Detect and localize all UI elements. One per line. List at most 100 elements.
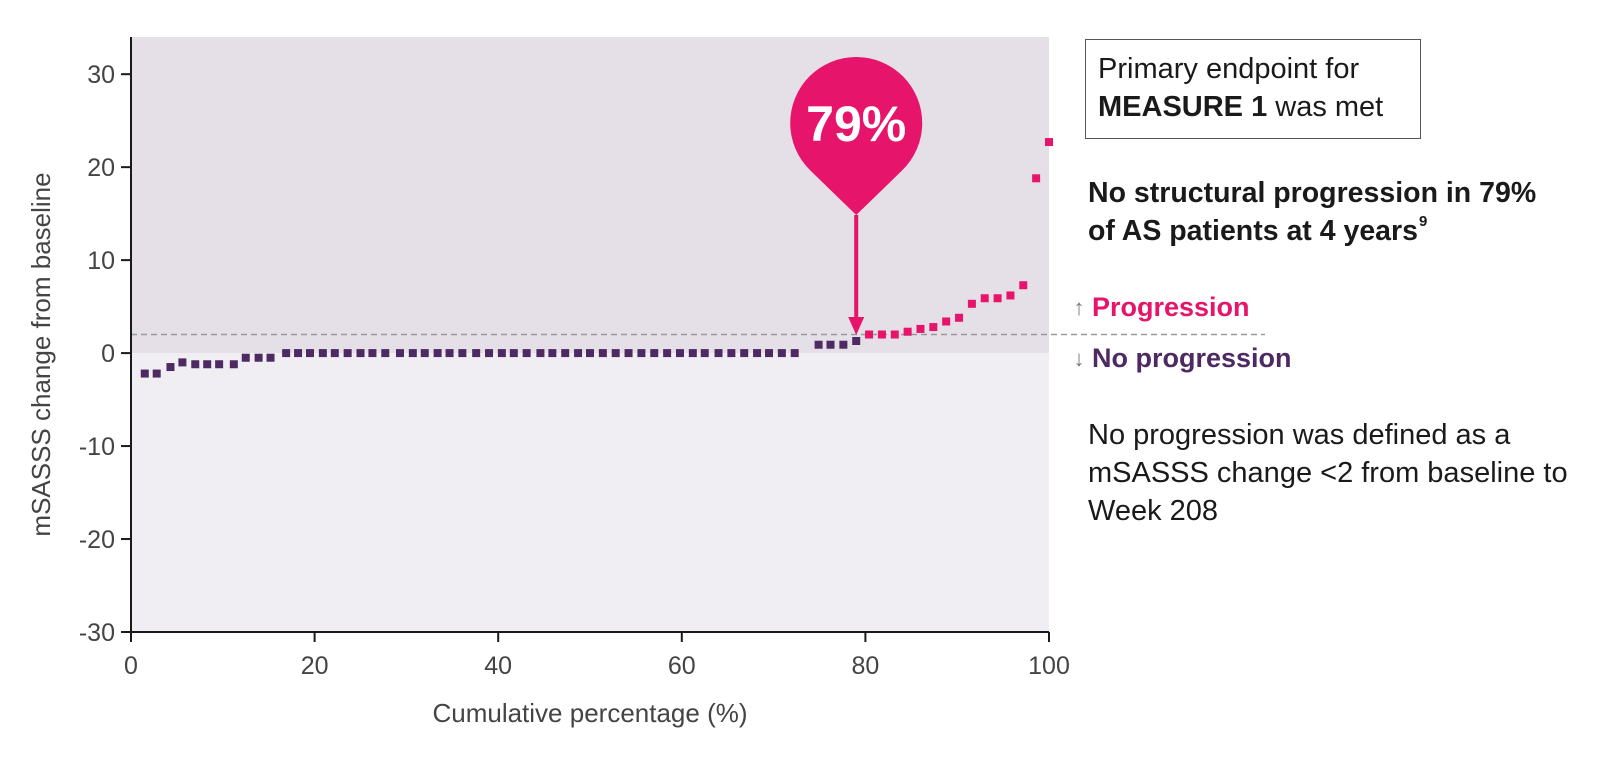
y-tick-label: 30 [87,61,115,89]
x-tick-label: 20 [301,652,329,680]
x-tick-label: 40 [484,652,512,680]
marker-progression [877,330,886,339]
marker-no-progression [561,349,570,358]
marker-no-progression [433,349,442,358]
y-axis-label: mSASSS change from baseline [26,172,56,536]
y-tick-label: 0 [101,340,115,368]
marker-no-progression [765,349,774,358]
percentage-callout-pin: 79% [790,57,923,336]
endpoint-line-1: Primary endpoint for [1098,53,1360,85]
endpoint-line-2: MEASURE 1 was met [1098,88,1408,126]
marker-no-progression [852,337,861,346]
marker-no-progression [166,363,175,372]
marker-progression [942,317,951,326]
marker-no-progression [203,360,212,369]
definition-text: No progression was defined as a mSASSS c… [1088,419,1568,527]
marker-progression [1045,138,1053,147]
marker-no-progression [675,349,684,358]
marker-no-progression [740,349,749,358]
endpoint-status: was met [1267,91,1384,123]
marker-progression [967,299,976,308]
marker-progression [903,327,912,336]
marker-no-progression [586,349,594,358]
marker-progression [993,294,1002,303]
marker-no-progression [637,349,646,358]
marker-progression [916,324,925,333]
marker-no-progression [178,358,187,367]
headline-line-2: of AS patients at 4 years9 [1088,212,1588,255]
marker-no-progression [445,349,454,358]
marker-no-progression [650,349,659,358]
marker-progression [865,330,874,339]
down-arrow-icon: ↓ [1073,345,1085,371]
x-tick-label: 80 [851,652,879,680]
marker-no-progression [814,340,823,349]
x-axis-label: Cumulative percentage (%) [432,698,747,728]
marker-no-progression [714,349,723,358]
legend-progression: ↑ Progression [1070,292,1250,323]
marker-no-progression [254,353,263,362]
marker-no-progression [395,349,404,358]
marker-progression [1019,281,1028,290]
y-tick-label: 20 [87,154,115,182]
headline-line-1: No structural progression in 79% [1088,177,1537,209]
marker-no-progression [472,349,481,358]
marker-no-progression [839,340,848,349]
marker-no-progression [611,349,620,358]
marker-no-progression [294,349,303,358]
marker-no-progression [727,349,736,358]
legend-progression-label: Progression [1092,292,1250,322]
x-tick-label: 100 [1028,652,1070,680]
y-tick-label: -10 [79,433,115,461]
endpoint-measure: MEASURE 1 [1098,91,1268,123]
marker-no-progression [266,353,275,362]
callout-arrowhead [848,317,865,336]
marker-no-progression [420,349,429,358]
marker-no-progression [318,349,327,358]
marker-no-progression [574,349,583,358]
marker-no-progression [215,360,224,369]
marker-no-progression [356,349,365,358]
marker-no-progression [381,349,390,358]
marker-no-progression [368,349,377,358]
marker-no-progression [790,349,799,358]
marker-no-progression [485,349,494,358]
marker-progression [1032,174,1041,183]
marker-no-progression [522,349,531,358]
marker-no-progression [598,349,607,358]
marker-no-progression [777,349,786,358]
marker-no-progression [700,349,709,358]
data-markers [140,138,1053,378]
marker-no-progression [688,349,697,358]
marker-no-progression [343,349,352,358]
x-tick-label: 0 [124,652,138,680]
x-tick-label: 60 [668,652,696,680]
y-axis-ticks: -30 -20 -10 0 10 20 30 [79,61,131,647]
marker-no-progression [282,349,291,358]
shaded-region-above-zero [131,37,1049,354]
marker-no-progression [497,349,506,358]
headline: No structural progression in 79% of AS p… [1088,174,1588,255]
marker-no-progression [306,349,315,358]
callout-label: 79% [806,96,906,152]
shaded-region-below-zero [131,353,1049,632]
marker-no-progression [458,349,467,358]
marker-progression [955,313,964,322]
y-tick-label: -20 [79,526,115,554]
marker-no-progression [536,349,545,358]
marker-no-progression [408,349,417,358]
callout-pin-shape [790,57,923,215]
y-tick-label: -30 [79,619,115,647]
marker-no-progression [509,349,518,358]
marker-no-progression [826,340,835,349]
primary-endpoint-box: Primary endpoint for MEASURE 1 was met [1085,39,1421,139]
y-tick-label: 10 [87,247,115,275]
marker-no-progression [152,369,161,378]
marker-progression [1006,291,1015,300]
marker-progression [980,294,989,303]
headline-line-2-text: of AS patients at 4 years [1088,215,1418,247]
legend-no-progression: ↓ No progression [1070,343,1292,374]
footnote-marker: 9 [1418,213,1428,230]
marker-no-progression [753,349,762,358]
